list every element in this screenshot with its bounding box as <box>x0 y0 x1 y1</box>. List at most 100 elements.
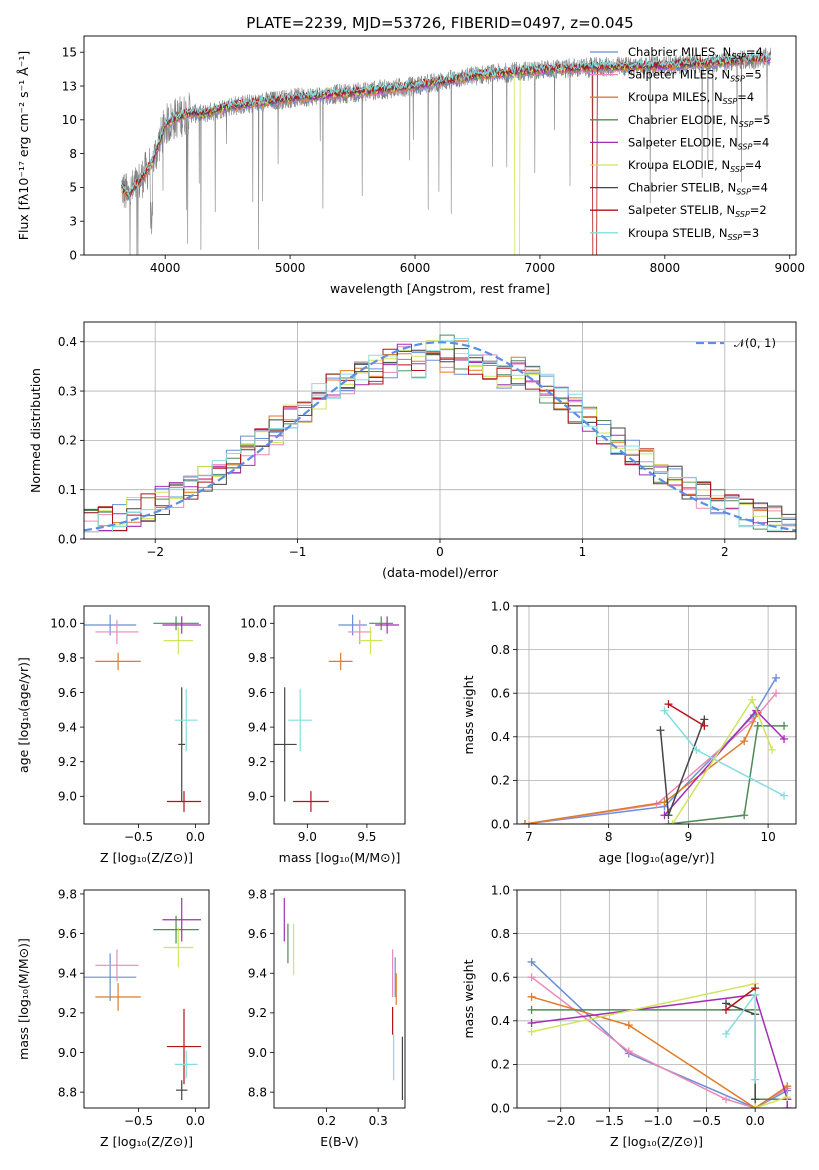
plus-marker <box>527 973 536 982</box>
y-axis-label: mass weight <box>461 959 476 1038</box>
legend-entry: 𝒩(0, 1) <box>734 336 776 350</box>
x-tick-label: 8 <box>605 830 613 844</box>
plus-marker <box>722 1095 731 1104</box>
plot-area <box>274 614 400 812</box>
legend-entry: Kroupa STELIB, NSSP=3 <box>628 226 759 242</box>
x-axis-label: (data-model)/error <box>382 565 499 580</box>
age-metallicity-point <box>95 652 141 671</box>
y-tick-label: 9.4 <box>58 967 77 981</box>
plus-marker <box>751 1095 760 1104</box>
axes-frame <box>83 35 797 256</box>
y-tick-label: 9.2 <box>248 755 267 769</box>
plus-marker <box>780 791 789 800</box>
x-tick-label: −1.5 <box>595 1114 624 1128</box>
plus-marker <box>664 820 673 824</box>
y-tick-label: 0.4 <box>491 730 510 744</box>
y-tick-label: 10.0 <box>240 617 267 631</box>
age-metallicity-point <box>162 616 202 634</box>
y-axis-label: Normed distribution <box>28 368 43 493</box>
y-tick-label: 8.8 <box>248 1085 267 1099</box>
y-axis-label: mass [log₁₀(M/M⊙)] <box>16 938 31 1060</box>
plus-marker <box>780 734 789 743</box>
y-tick-label: 0.6 <box>491 687 510 701</box>
x-tick-label: 5000 <box>275 261 306 275</box>
y-tick-label: 10.0 <box>50 617 77 631</box>
model-spectrum-8 <box>121 51 771 196</box>
model-spectrum-4 <box>121 54 771 198</box>
plot-area <box>84 614 202 812</box>
mass-metallicity-point <box>95 983 141 1011</box>
age-metallicity-point <box>163 626 194 655</box>
axes-frame <box>516 889 797 1109</box>
y-tick-label: 9.6 <box>58 927 77 941</box>
plus-marker <box>722 1029 731 1038</box>
plus-marker <box>751 1104 760 1108</box>
y-axis-label: age [log₁₀(age/yr)] <box>16 657 31 773</box>
plus-marker <box>527 1018 536 1027</box>
axes-frame <box>516 605 797 825</box>
mass-metallicity-point <box>176 1080 188 1101</box>
y-tick-label: 9.4 <box>58 720 77 734</box>
x-tick-label: 0.0 <box>186 1114 205 1128</box>
x-tick-label: 9 <box>685 830 693 844</box>
plus-marker <box>527 1027 536 1036</box>
normal-reference-curve <box>84 341 796 532</box>
mass-metallicity-point <box>153 915 199 944</box>
y-tick-label: 3 <box>69 215 77 229</box>
plus-marker <box>700 721 709 730</box>
y-tick-label: 9.8 <box>248 651 267 665</box>
mass-vs-extinction-panel: 0.2 0.3 8.8 9.0 9.2 9.4 9.6 9.8 E(B-V) <box>248 887 406 1149</box>
plus-marker <box>780 721 789 730</box>
x-tick-label: −2.0 <box>546 1114 575 1128</box>
plus-marker <box>740 737 749 746</box>
plus-marker <box>740 811 749 820</box>
plot-area <box>121 47 772 255</box>
y-tick-label: 9.2 <box>58 1006 77 1020</box>
y-tick-label: 0.8 <box>491 927 510 941</box>
plus-marker <box>656 726 665 735</box>
x-tick-label: 0.2 <box>317 1114 336 1128</box>
y-tick-label: 0.8 <box>491 643 510 657</box>
y-tick-label: 0.4 <box>58 335 77 349</box>
x-tick-label: 9000 <box>774 261 805 275</box>
y-tick-label: 9.0 <box>58 790 77 804</box>
legend-entry: Salpeter ELODIE, NSSP=4 <box>628 135 769 151</box>
series-line <box>524 712 759 824</box>
age-mass-point <box>274 687 297 802</box>
y-tick-label: 0.3 <box>58 384 77 398</box>
plus-marker <box>668 820 677 824</box>
x-tick-label: −2 <box>146 545 164 559</box>
plot-area <box>84 897 202 1101</box>
plus-marker <box>527 992 536 1001</box>
plus-marker <box>527 1005 536 1014</box>
plus-marker <box>753 721 762 730</box>
weight-metallicity-series-0 <box>527 957 792 1108</box>
series-line <box>531 976 788 1108</box>
y-tick-label: 0.2 <box>58 434 77 448</box>
plus-marker <box>751 990 760 999</box>
axes-frame <box>83 321 797 540</box>
series-line <box>668 703 705 727</box>
y-tick-label: 5 <box>69 181 77 195</box>
residual-histogram-8 <box>84 338 796 533</box>
mass-vs-metallicity-panel: −0.5 0.0 8.8 9.0 9.2 9.4 9.6 9.8 Z [log₁₀(Z/Z⊙)]… <box>16 887 210 1149</box>
age-mass-point <box>288 689 313 752</box>
plot-area <box>84 334 796 533</box>
x-tick-label: 0.3 <box>369 1114 388 1128</box>
series-line <box>663 710 785 797</box>
y-tick-label: 9.6 <box>248 927 267 941</box>
plot-area <box>520 673 789 824</box>
x-tick-label: 10 <box>760 830 775 844</box>
legend-entry: Salpeter STELIB, NSSP=2 <box>628 203 767 219</box>
legend-entry: Chabrier ELODIE, NSSP=5 <box>628 113 770 129</box>
axes-frame <box>273 605 406 825</box>
x-tick-label: 0 <box>436 545 444 559</box>
plus-marker <box>624 1021 633 1030</box>
series-line <box>531 961 788 1108</box>
x-axis-label: mass [log₁₀(M/M⊙)] <box>279 850 401 865</box>
mass-metallicity-point <box>166 1008 202 1085</box>
plus-marker <box>520 820 529 824</box>
y-tick-label: 9.4 <box>248 967 267 981</box>
mass-metallicity-point <box>84 953 137 1001</box>
chart-title: PLATE=2239, MJD=53726, FIBERID=0497, z=0… <box>246 14 633 32</box>
